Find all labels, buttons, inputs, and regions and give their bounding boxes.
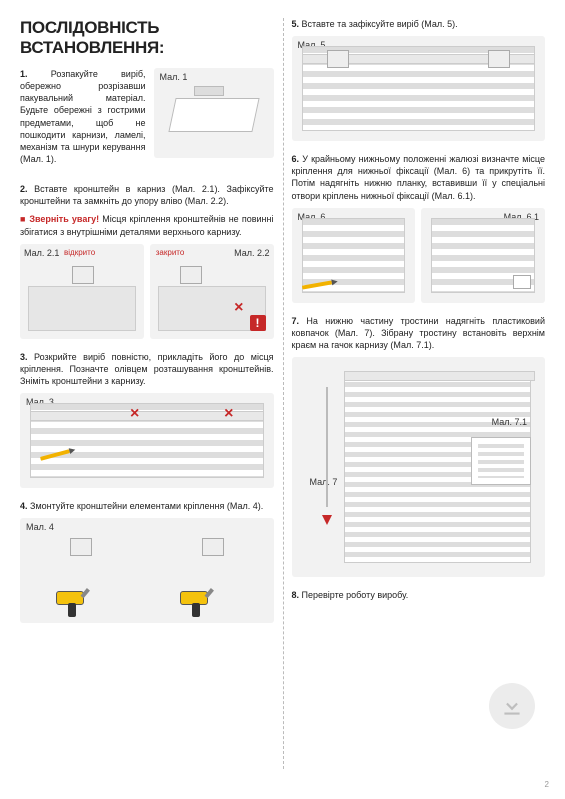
- figure-2-2: закрито Мал. 2.2 ! ×: [150, 244, 274, 339]
- figure-4: Мал. 4: [20, 518, 274, 623]
- bracket-icon: [202, 538, 224, 556]
- step-2-warning: ■ Зверніть увагу! Місця кріплення кроншт…: [20, 213, 274, 237]
- wand-icon: [326, 387, 328, 507]
- step-4: 4. Змонтуйте кронштейни елементами кріпл…: [20, 500, 274, 623]
- bracket-icon: [488, 50, 510, 68]
- step-4-num: 4.: [20, 501, 28, 511]
- figure-2-row: Мал. 2.1 відкрито закрито Мал. 2.2 ! ×: [20, 244, 274, 339]
- step-4-body: Змонтуйте кронштейни елементами кріпленн…: [30, 501, 263, 511]
- left-column: ПОСЛІДОВНІСТЬ ВСТАНОВЛЕННЯ: 1. Розпакуйт…: [20, 18, 274, 635]
- bottom-clip-icon: [513, 275, 531, 289]
- figure-7-1-inset: [471, 437, 531, 485]
- step-8-body: Перевірте роботу виробу.: [302, 590, 409, 600]
- figure-2-1-label: Мал. 2.1: [24, 248, 59, 258]
- cap-icon: [322, 515, 332, 525]
- step-3-num: 3.: [20, 352, 28, 362]
- cornice-bar-icon: [344, 371, 536, 381]
- step-8-text: 8. Перевірте роботу виробу.: [292, 589, 546, 601]
- step-6-text: 6. У крайньому нижньому положенні жалюзі…: [292, 153, 546, 202]
- warn-label: Зверніть увагу!: [29, 214, 99, 224]
- step-1-num: 1.: [20, 69, 28, 79]
- parts-icon: [194, 86, 224, 96]
- bracket-closed-icon: [180, 266, 202, 284]
- drill-icon: [50, 587, 90, 621]
- step-1-body: Розпакуйте виріб, обережно розрізавши па…: [20, 69, 146, 164]
- step-5: 5. Вставте та зафіксуйте виріб (Мал. 5).…: [292, 18, 546, 141]
- figure-6: Мал. 6: [292, 208, 416, 303]
- bracket-icon: [70, 538, 92, 556]
- step-6: 6. У крайньому нижньому положенні жалюзі…: [292, 153, 546, 303]
- step-5-body: Вставте та зафіксуйте виріб (Мал. 5).: [302, 19, 458, 29]
- step-7: 7. На нижню частину тростини надягніть п…: [292, 315, 546, 577]
- step-8: 8. Перевірте роботу виробу.: [292, 589, 546, 601]
- right-column: 5. Вставте та зафіксуйте виріб (Мал. 5).…: [292, 18, 546, 635]
- step-3-text: 3. Розкрийте виріб повністю, прикладіть …: [20, 351, 274, 387]
- figure-7: Мал. 7 Мал. 7.1: [292, 357, 546, 577]
- step-2-body-1: Вставте кронштейн в карниз (Мал. 2.1). З…: [20, 184, 274, 206]
- figure-1: Мал. 1: [154, 68, 274, 158]
- step-2: 2. Вставте кронштейн в карниз (Мал. 2.1)…: [20, 183, 274, 339]
- open-label: відкрито: [64, 248, 95, 257]
- blind-slats-icon: [20, 393, 274, 488]
- step-7-num: 7.: [292, 316, 300, 326]
- figure-4-label: Мал. 4: [26, 522, 54, 532]
- step-3: 3. Розкрийте виріб повністю, прикладіть …: [20, 351, 274, 488]
- step-8-num: 8.: [292, 590, 300, 600]
- blind-slats-icon: [292, 208, 416, 303]
- figure-6-1: Мал. 6.1: [421, 208, 545, 303]
- wall-surface: [28, 286, 136, 330]
- drill-icon: [174, 587, 214, 621]
- step-7-body: На нижню частину тростини надягніть плас…: [292, 316, 546, 350]
- figure-7-1-label: Мал. 7.1: [492, 417, 527, 427]
- figure-5: Мал. 5: [292, 36, 546, 141]
- step-5-text: 5. Вставте та зафіксуйте виріб (Мал. 5).: [292, 18, 546, 30]
- download-watermark-icon: [489, 683, 535, 729]
- page-title: ПОСЛІДОВНІСТЬ ВСТАНОВЛЕННЯ:: [20, 18, 274, 58]
- step-6-num: 6.: [292, 154, 300, 164]
- step-2-num: 2.: [20, 184, 28, 194]
- cornice-box-icon: [168, 98, 259, 132]
- step-6-body: У крайньому нижньому положенні жалюзі ви…: [292, 154, 546, 200]
- figure-2-2-label: Мал. 2.2: [234, 248, 269, 258]
- warning-icon: !: [250, 315, 266, 331]
- step-4-text: 4. Змонтуйте кронштейни елементами кріпл…: [20, 500, 274, 512]
- figure-6-row: Мал. 6 Мал. 6.1: [292, 208, 546, 303]
- step-3-body: Розкрийте виріб повністю, прикладіть йог…: [20, 352, 274, 386]
- x-mark-icon: ×: [224, 405, 233, 423]
- figure-1-label: Мал. 1: [160, 72, 188, 82]
- bracket-icon: [327, 50, 349, 68]
- step-5-num: 5.: [292, 19, 300, 29]
- page-number: 2: [545, 780, 549, 789]
- step-7-text: 7. На нижню частину тростини надягніть п…: [292, 315, 546, 351]
- x-mark-icon: ×: [234, 299, 243, 317]
- step-2-text-1: 2. Вставте кронштейн в карниз (Мал. 2.1)…: [20, 183, 274, 207]
- step-1-text: 1. Розпакуйте виріб, обережно розрізавши…: [20, 68, 146, 165]
- step-1: 1. Розпакуйте виріб, обережно розрізавши…: [20, 68, 274, 171]
- x-mark-icon: ×: [130, 405, 139, 423]
- column-divider: [283, 18, 284, 769]
- figure-2-1: Мал. 2.1 відкрито: [20, 244, 144, 339]
- closed-label: закрито: [156, 248, 185, 257]
- figure-3: Мал. 3 × ×: [20, 393, 274, 488]
- bracket-open-icon: [72, 266, 94, 284]
- figure-7-label: Мал. 7: [310, 477, 338, 487]
